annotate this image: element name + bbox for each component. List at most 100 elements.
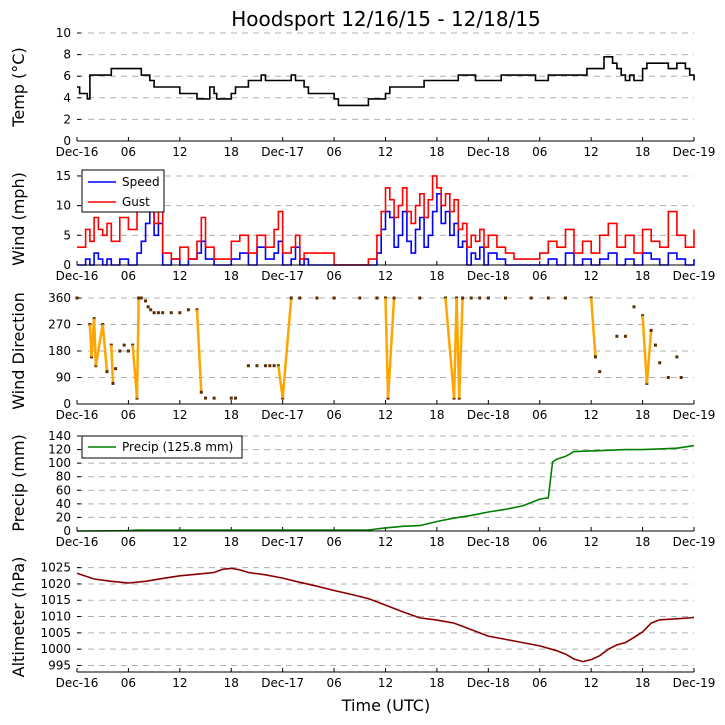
precip-series-precip [76,444,695,532]
precip-xtick-label: 12 [378,535,393,549]
direction-point [623,334,627,338]
direction-point [229,396,233,400]
temp-xtick-label: 06 [532,145,547,159]
direction-point [246,364,250,368]
altimeter-xtick-label: 06 [121,676,136,690]
direction-point [666,376,670,379]
direction-segment [589,297,597,357]
direction-xtick-label: Dec-18 [467,408,510,422]
legend-precip-label: Precip (125.8 mm) [122,440,233,454]
direction-point [234,396,238,400]
precip-ytick-label: 140 [48,429,71,443]
direction-point [529,296,533,300]
direction-xtick-label: 06 [532,408,547,422]
temp-xtick-label: 06 [326,145,341,159]
legend-gust-label: Gust [122,195,150,209]
temp-ytick-label: 10 [56,26,71,40]
direction-point [392,296,396,300]
direction-point [255,364,259,368]
temp-xtick-label: 12 [378,145,393,159]
direction-segment [135,297,140,399]
wind-xtick-label: 18 [635,269,650,283]
direction-point [593,355,597,359]
altimeter-ytick-label: 1010 [40,610,71,624]
wind-xtick-label: 18 [429,269,444,283]
altimeter-xtick-label: 12 [172,676,187,690]
direction-point [178,311,182,315]
direction-point [563,296,567,300]
direction-segment [110,345,115,384]
direction-point [649,328,653,332]
wind-xtick-label: 06 [326,269,341,283]
direction-xtick-label: 12 [378,408,393,422]
direction-ytick-label: 270 [48,318,71,332]
direction-point [679,376,683,379]
direction-point [478,296,482,300]
altimeter-panel: Altimeter (hPa) 995 1000 1005 1010 1015 1020 1… [9,557,715,690]
direction-xtick-label: 18 [429,408,444,422]
precip-xtick-label: 06 [532,535,547,549]
direction-xtick-label: Dec-19 [673,408,716,422]
precip-xtick-label: 06 [326,535,341,549]
altimeter-ytick-label: 1020 [40,577,71,591]
temp-xtick-label: Dec-16 [56,145,99,159]
direction-point [264,364,268,368]
wind-panel: Wind (mph) 0 5 10 15 Dec-16 06 12 18 Dec-17 06 12 1… [9,169,715,283]
wind-xtick-label: 12 [378,269,393,283]
direction-segment [101,324,109,372]
temp-ytick-label: 2 [63,112,71,126]
temp-panel: Temp (°C) 0 2 4 6 8 10 Dec-16 06 12 18 Dec-17 06 12 1… [9,26,715,159]
direction-point [469,296,473,300]
direction-point [358,296,362,300]
direction-segment [386,297,396,399]
direction-ylabel: Wind Direction [9,292,28,410]
altimeter-xtick-label: 12 [378,676,393,690]
direction-segment [384,297,390,399]
direction-ytick-label: 180 [48,344,71,358]
direction-point [298,296,302,300]
altimeter-xtick-label: 06 [326,676,341,690]
precip-ytick-label: 100 [48,456,71,470]
direction-point [598,370,602,374]
precip-xtick-label: Dec-19 [673,535,716,549]
temp-xtick-label: 12 [584,145,599,159]
direction-point [186,308,190,312]
direction-ytick-label: 90 [56,371,71,385]
altimeter-ytick-label: 1000 [40,642,71,656]
direction-point [204,396,208,400]
temp-xtick-label: Dec-19 [673,145,716,159]
direction-ytick-label: 0 [63,397,71,411]
altimeter-xtick-label: 18 [429,676,444,690]
altimeter-ytick-label: 1005 [40,626,71,640]
temp-xtick-label: 12 [172,145,187,159]
temp-xtick-label: 18 [429,145,444,159]
precip-xtick-label: 18 [635,535,650,549]
direction-xtick-label: Dec-17 [261,408,304,422]
direction-point [546,296,550,300]
direction-point [653,343,657,347]
direction-segment [94,324,104,366]
direction-xtick-label: 06 [121,408,136,422]
direction-segment [444,297,456,399]
wind-ytick-label: 0 [63,258,71,272]
direction-ytick-label: 360 [48,291,71,305]
direction-point [615,334,619,338]
precip-ytick-label: 20 [56,510,71,524]
direction-point [658,361,662,365]
direction-segment [645,330,653,384]
temp-series-temp [77,56,695,107]
wind-legend: Speed Gust [81,169,165,213]
altimeter-xtick-label: 18 [224,676,239,690]
wind-xtick-label: Dec-18 [467,269,510,283]
altimeter-series-altimeter [76,567,695,663]
direction-point [332,296,336,300]
precip-xtick-label: Dec-16 [56,535,99,549]
wind-xtick-label: 06 [121,269,136,283]
precip-legend-box [81,435,243,459]
temp-ylabel: Temp (°C) [9,47,28,127]
wind-xtick-label: Dec-16 [56,269,99,283]
altimeter-xtick-label: 06 [532,676,547,690]
direction-point [199,390,203,394]
figure-title: Hoodsport 12/16/15 - 12/18/15 [231,7,541,31]
